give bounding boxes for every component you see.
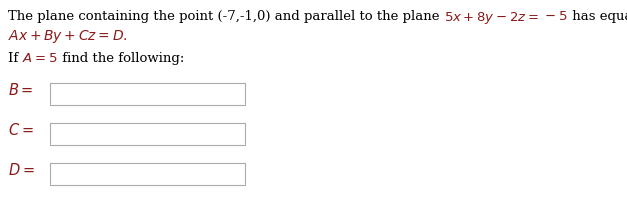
Text: If: If [8, 52, 23, 65]
Text: has equation: has equation [568, 10, 627, 23]
Text: $D = $: $D = $ [8, 162, 34, 178]
Text: $5x + 8y - 2z =$: $5x + 8y - 2z =$ [444, 10, 539, 26]
Text: $B = $: $B = $ [8, 82, 33, 98]
Text: $A = 5$: $A = 5$ [23, 52, 58, 65]
Bar [50, 83, 245, 105]
Text: $\ -5$: $\ -5$ [539, 10, 568, 23]
Text: $Ax + By + Cz = D.$: $Ax + By + Cz = D.$ [8, 28, 128, 45]
Bar [50, 163, 245, 185]
Text: find the following:: find the following: [58, 52, 184, 65]
Bar [50, 123, 245, 145]
Text: $C = $: $C = $ [8, 122, 34, 138]
Text: The plane containing the point (-7,-1,0) and parallel to the plane: The plane containing the point (-7,-1,0)… [8, 10, 444, 23]
